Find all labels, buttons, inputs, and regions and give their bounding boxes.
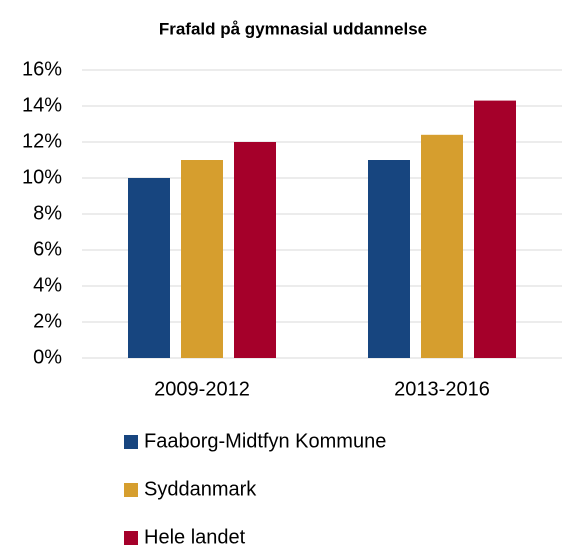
y-tick-label: 16% [22,58,62,80]
x-tick-label: 2013-2016 [394,378,490,400]
y-tick-label: 2% [33,310,62,332]
y-tick-label: 14% [22,94,62,116]
y-tick-label: 8% [33,202,62,224]
bar [421,134,463,358]
bar [181,160,223,358]
bar [368,160,410,358]
bar [234,142,276,358]
bar [474,100,516,358]
y-tick-label: 0% [33,346,62,368]
chart-title: Frafald på gymnasial uddannelse [159,19,427,38]
legend-swatch [124,531,138,545]
legend-swatch [124,435,138,449]
legend-label: Syddanmark [144,478,257,500]
bar [128,178,170,358]
x-tick-label: 2009-2012 [154,378,250,400]
y-tick-label: 10% [22,166,62,188]
y-tick-label: 4% [33,274,62,296]
y-tick-label: 6% [33,238,62,260]
legend-swatch [124,483,138,497]
y-tick-label: 12% [22,130,62,152]
legend-label: Faaborg-Midtfyn Kommune [144,430,386,452]
legend-label: Hele landet [144,526,246,545]
